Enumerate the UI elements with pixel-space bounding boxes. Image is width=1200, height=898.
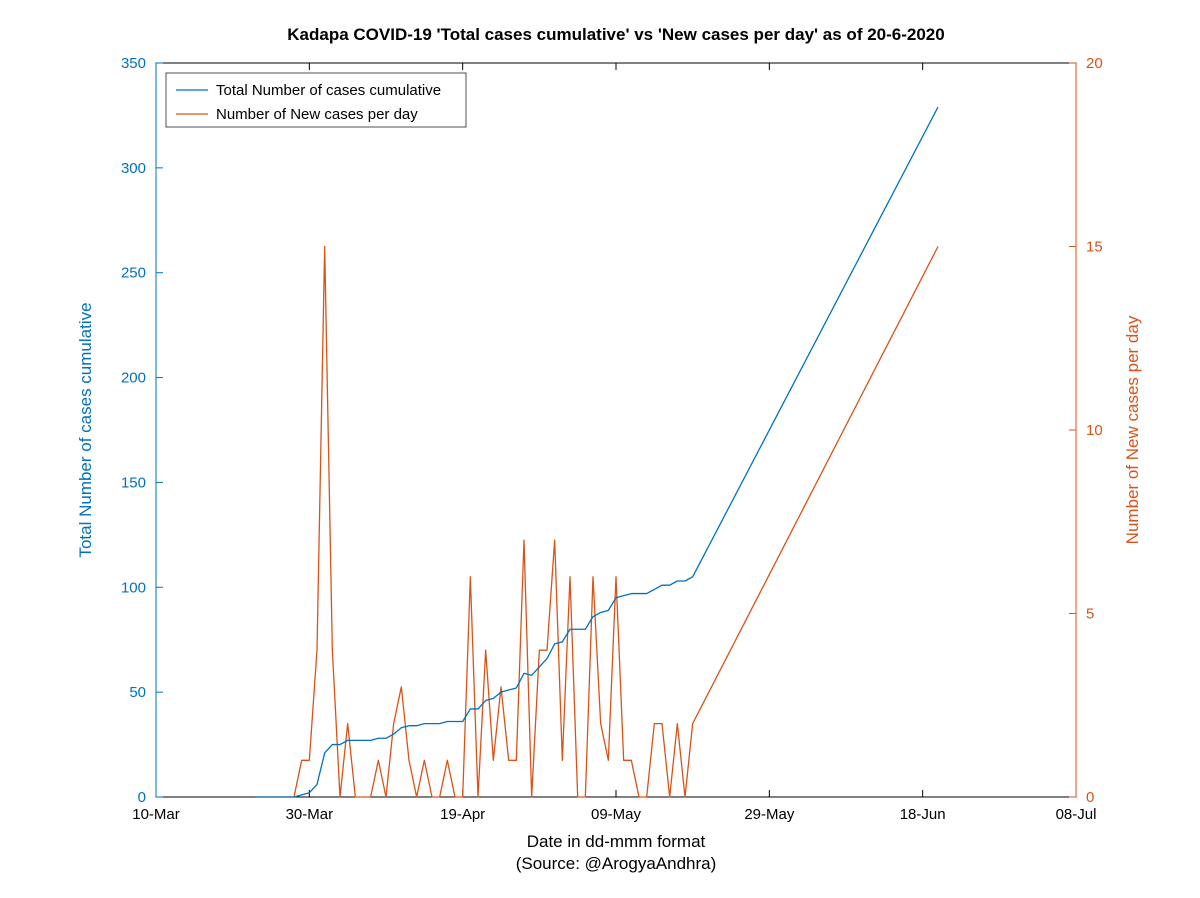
x-tick-label: 19-Apr	[440, 806, 485, 823]
y-right-axis-label: Number of New cases per day	[1123, 315, 1142, 544]
y-left-tick-label: 100	[121, 579, 146, 596]
x-tick-label: 30-Mar	[286, 806, 334, 823]
chart-svg: Kadapa COVID-19 'Total cases cumulative'…	[0, 0, 1200, 898]
y-left-tick-label: 50	[129, 684, 146, 701]
y-right-tick-label: 10	[1086, 422, 1103, 439]
y-left-tick-label: 0	[138, 789, 146, 806]
x-tick-label: 09-May	[591, 806, 642, 823]
y-left-tick-label: 200	[121, 370, 146, 387]
y-left-tick-label: 350	[121, 55, 146, 72]
x-tick-label: 29-May	[744, 806, 795, 823]
x-tick-label: 18-Jun	[900, 806, 946, 823]
x-tick-label: 10-Mar	[132, 806, 180, 823]
chart-title: Kadapa COVID-19 'Total cases cumulative'…	[287, 25, 944, 44]
y-right-tick-label: 5	[1086, 606, 1094, 623]
y-left-tick-label: 250	[121, 265, 146, 282]
legend-item-label: Total Number of cases cumulative	[216, 82, 441, 99]
y-left-axis-label: Total Number of cases cumulative	[76, 302, 95, 557]
y-right-tick-label: 15	[1086, 239, 1103, 256]
y-left-tick-label: 150	[121, 474, 146, 491]
chart-container: Kadapa COVID-19 'Total cases cumulative'…	[0, 0, 1200, 898]
legend-item-label: Number of New cases per day	[216, 106, 418, 123]
x-axis-label-line2: (Source: @ArogyaAndhra)	[516, 854, 717, 873]
y-right-tick-label: 0	[1086, 789, 1094, 806]
x-axis-label-line1: Date in dd-mmm format	[527, 832, 706, 851]
x-tick-label: 08-Jul	[1056, 806, 1097, 823]
y-left-tick-label: 300	[121, 160, 146, 177]
y-right-tick-label: 20	[1086, 55, 1103, 72]
